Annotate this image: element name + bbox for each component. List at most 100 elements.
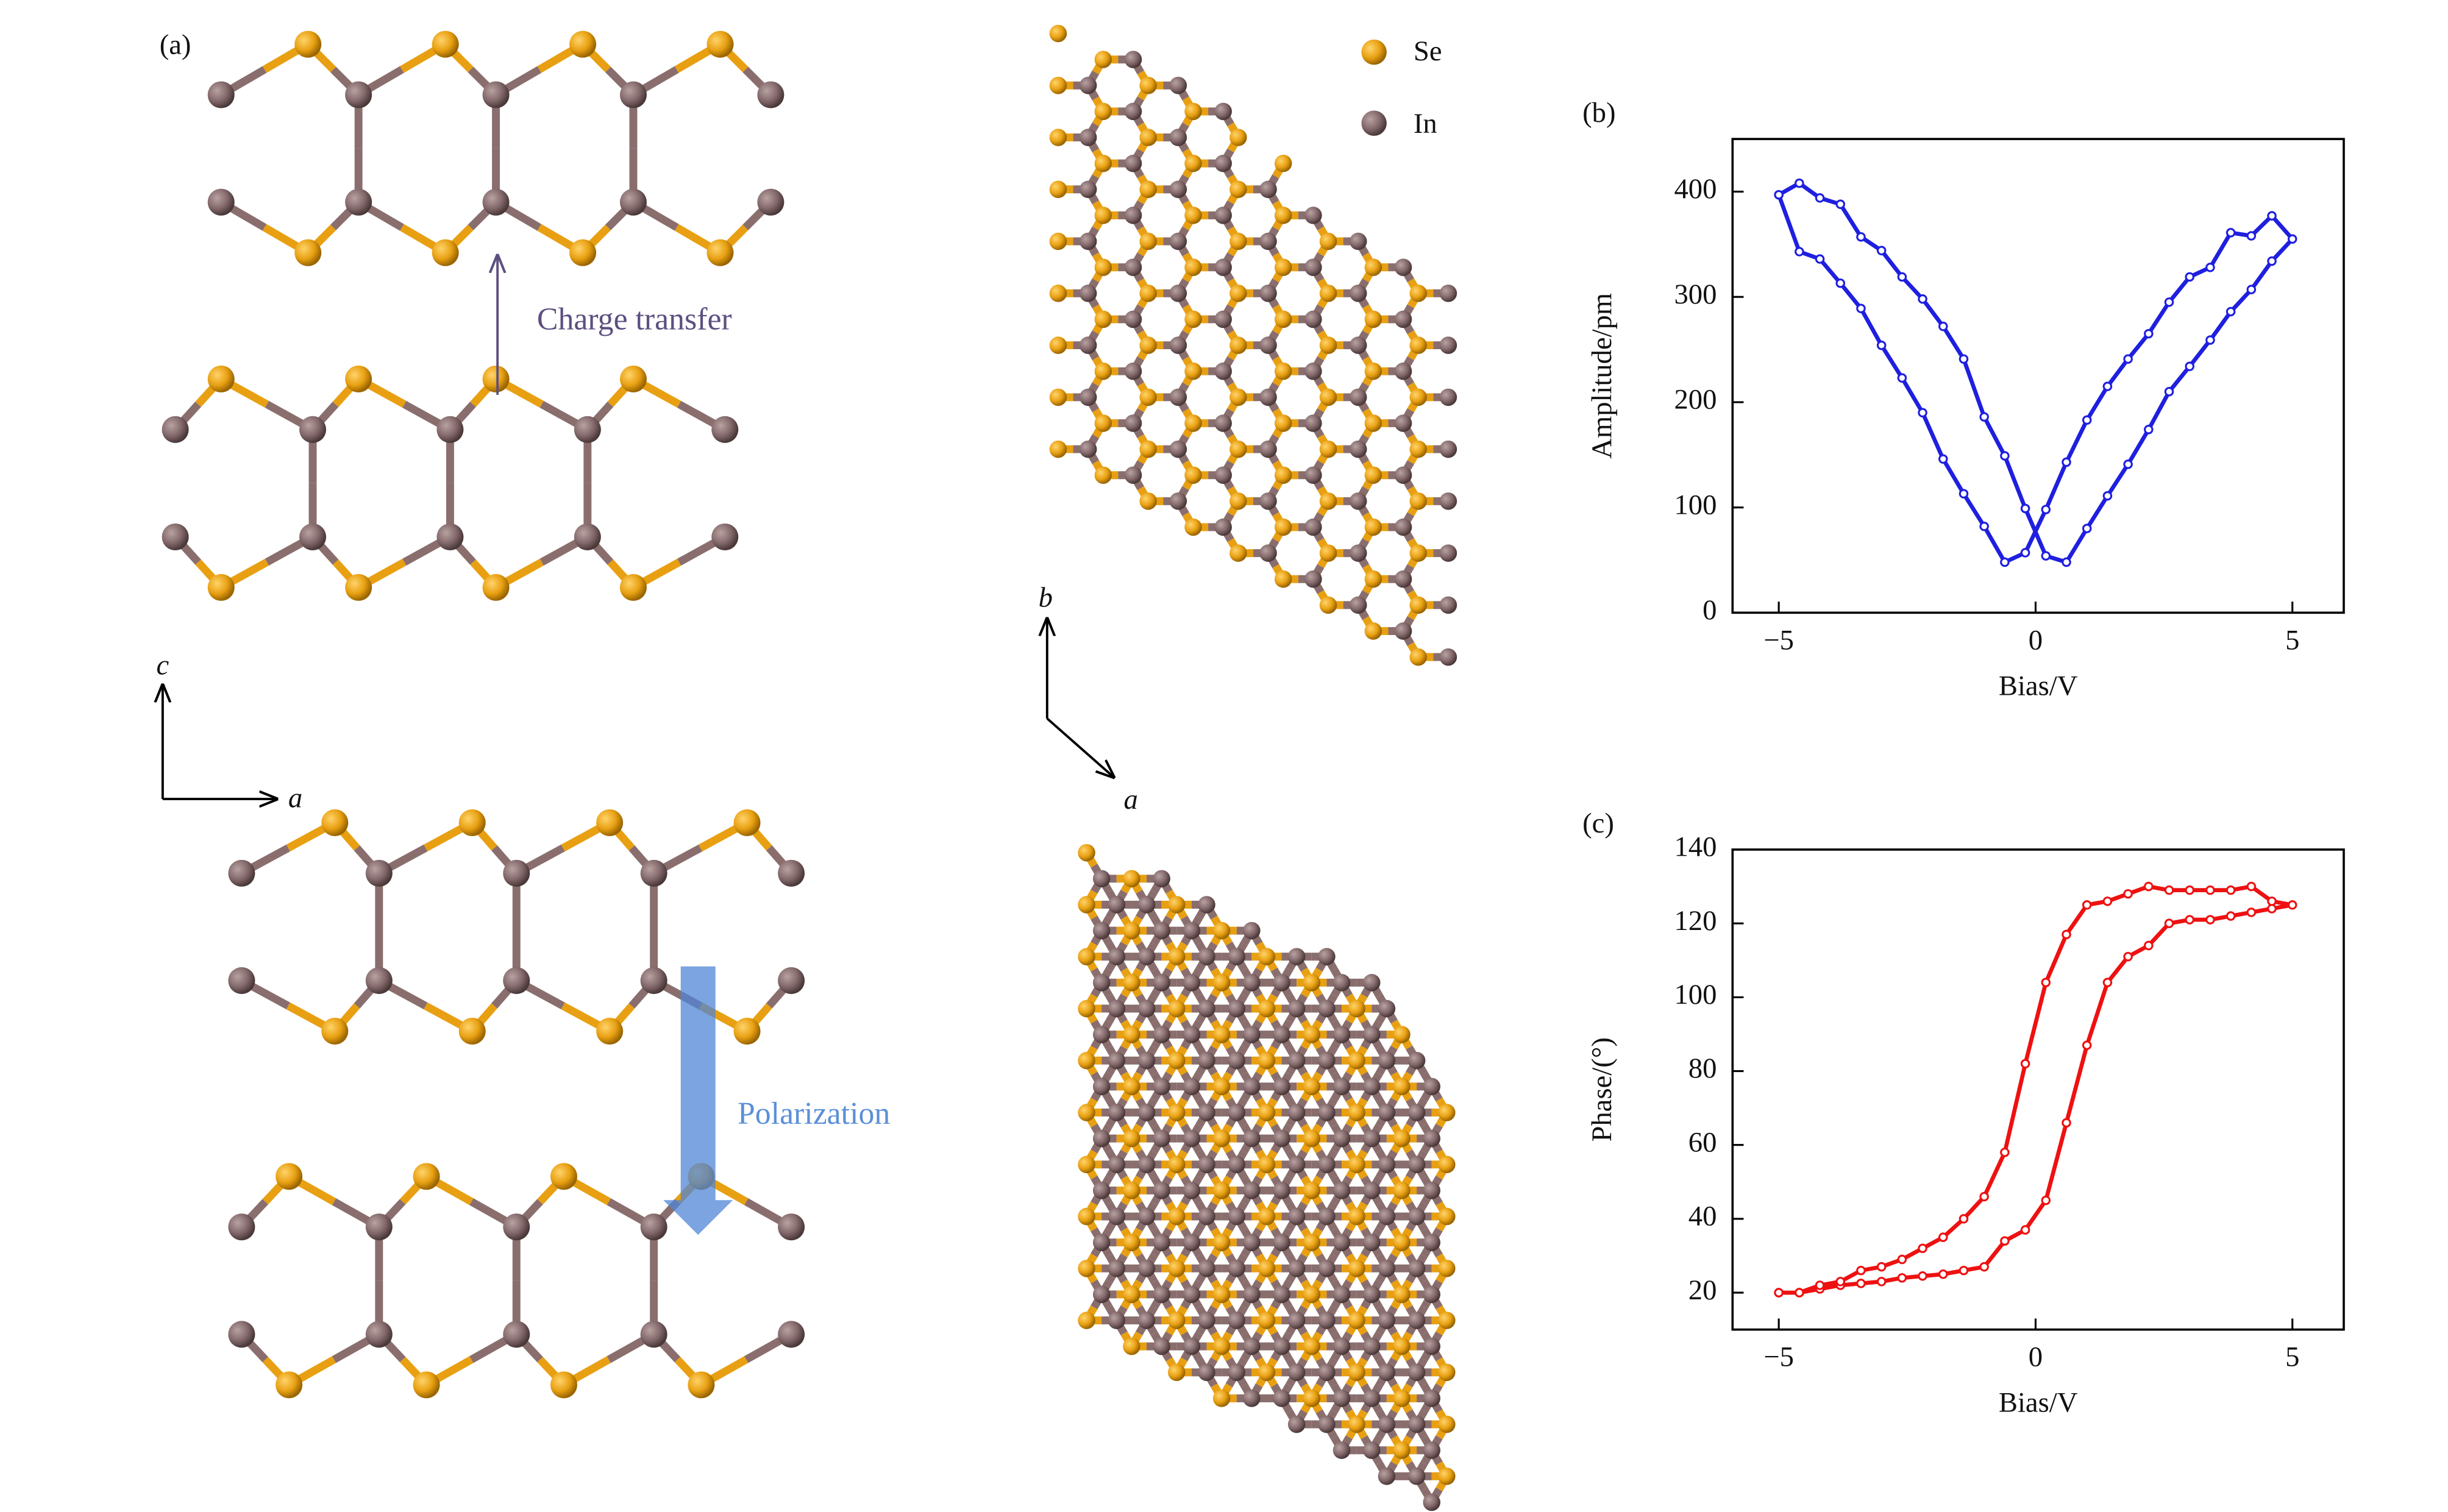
se-atom: [1348, 1260, 1365, 1277]
in-atom: [1273, 1285, 1290, 1304]
in-atom: [365, 967, 393, 995]
in-atom: [1169, 388, 1187, 406]
se-atom: [1274, 154, 1292, 172]
in-atom: [1363, 974, 1381, 992]
data-point: [2205, 915, 2215, 925]
in-atom: [1318, 1260, 1336, 1277]
data-point: [1959, 354, 1969, 364]
se-atom: [1094, 51, 1112, 68]
in-atom: [1407, 1052, 1426, 1070]
se-atom: [1274, 258, 1292, 276]
se-atom: [1094, 258, 1112, 276]
se-atom: [1303, 1233, 1321, 1251]
in-atom: [1198, 1207, 1215, 1226]
in-atom: [1228, 1104, 1245, 1121]
se-atom: [1123, 1077, 1140, 1096]
se-atom: [1303, 1337, 1321, 1355]
in-atom: [1153, 1026, 1170, 1043]
in-atom: [1318, 999, 1336, 1018]
se-atom: [1319, 388, 1337, 406]
se-atom: [1212, 1129, 1231, 1148]
in-atom: [1124, 466, 1142, 484]
in-atom: [1198, 1363, 1215, 1382]
data-point: [1856, 1265, 1866, 1276]
y-tick-label: 200: [1674, 384, 1717, 416]
in-atom: [1243, 1233, 1261, 1251]
in-atom: [1259, 544, 1277, 562]
se-atom: [1123, 1182, 1140, 1199]
se-atom: [1364, 466, 1382, 484]
in-atom: [1079, 336, 1097, 354]
se-atom: [1123, 974, 1140, 992]
in-atom: [1394, 570, 1412, 588]
data-point: [2205, 263, 2215, 272]
in-atom: [1423, 1233, 1440, 1251]
data-point: [1774, 190, 1784, 200]
se-atom: [1393, 1337, 1411, 1355]
panel-label: (b): [1582, 97, 1615, 129]
in-atom: [1349, 232, 1367, 250]
data-point: [1815, 193, 1825, 203]
se-atom: [1229, 336, 1247, 354]
data-point: [2062, 557, 2071, 567]
se-atom: [432, 239, 459, 266]
in-atom: [1169, 180, 1187, 199]
in-atom: [1259, 336, 1277, 354]
se-atom: [1184, 310, 1202, 328]
in-atom: [1228, 1363, 1245, 1382]
in-atom: [1169, 440, 1187, 458]
in-atom: [1273, 1077, 1290, 1096]
se-atom: [1348, 1207, 1365, 1226]
in-atom: [1349, 492, 1367, 510]
in-atom: [1214, 310, 1232, 328]
in-atom: [1124, 258, 1142, 276]
in-atom: [1439, 336, 1457, 354]
in-atom: [1079, 440, 1097, 458]
data-point: [2164, 885, 2174, 895]
data-point: [2267, 211, 2277, 221]
in-atom: [1183, 1337, 1201, 1355]
se-atom: [1364, 570, 1382, 588]
x-tick-label: −5: [1763, 1341, 1794, 1373]
y-tick-label: 100: [1674, 489, 1717, 520]
se-atom: [1123, 1337, 1140, 1355]
se-atom: [1168, 896, 1186, 914]
data-point: [1897, 1254, 1907, 1265]
in-atom: [1137, 1104, 1156, 1121]
se-atom: [1229, 180, 1247, 199]
in-atom: [1273, 974, 1290, 992]
se-atom: [1319, 544, 1337, 562]
se-atom: [619, 365, 647, 392]
data-point: [1876, 1277, 1887, 1287]
in-atom: [1287, 1363, 1306, 1382]
se-atom: [1364, 258, 1382, 276]
in-atom: [1108, 1260, 1126, 1277]
data-point: [2123, 354, 2133, 364]
se-atom: [1319, 440, 1337, 458]
se-atom: [1409, 285, 1427, 302]
in-atom: [1363, 1233, 1381, 1251]
in-atom: [1198, 1052, 1215, 1070]
se-atom: [1094, 154, 1112, 172]
se-atom: [1393, 1441, 1411, 1460]
se-atom: [1258, 1155, 1276, 1174]
crystal-structures: [162, 24, 1457, 1511]
se-atom: [733, 809, 761, 836]
se-atom: [1184, 466, 1202, 484]
data-point: [2246, 285, 2257, 294]
in-atom: [1318, 1052, 1336, 1070]
data-point: [2102, 491, 2113, 501]
data-point: [1835, 199, 1846, 209]
in-atom: [299, 416, 327, 443]
data-point: [2041, 551, 2051, 561]
in-atom: [1259, 285, 1277, 302]
in-atom: [1333, 1233, 1351, 1251]
se-atom: [1184, 154, 1202, 172]
data-point: [2144, 940, 2154, 951]
se-atom: [1168, 1311, 1186, 1329]
in-atom: [1304, 258, 1322, 276]
se-atom: [1168, 1363, 1186, 1382]
y-tick-label: 140: [1674, 831, 1717, 863]
data-point: [2246, 907, 2257, 917]
se-atom: [1049, 180, 1067, 199]
